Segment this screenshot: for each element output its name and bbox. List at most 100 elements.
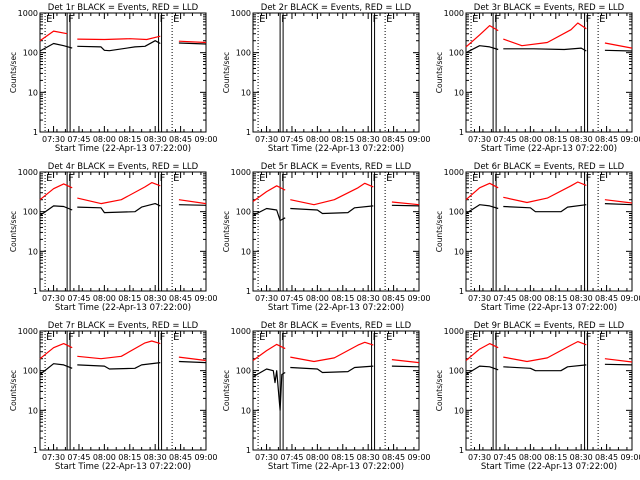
x-tick-label: 09:00 [194,294,217,303]
marker-label: E [173,332,179,343]
x-tick-label: 08:15 [331,294,354,303]
y-tick-label: 1 [246,128,251,137]
panel-title: Det 6r BLACK = Events, RED = LLD [474,162,625,172]
x-tick-label: 07:30 [42,135,65,144]
y-tick-label: 10 [454,247,464,256]
y-tick-label: 100 [236,208,251,217]
panel-title: Det 8r BLACK = Events, RED = LLD [261,321,412,331]
marker-label: F [68,173,74,184]
y-tick-label: 100 [23,208,38,217]
x-tick-label: 08:45 [382,135,405,144]
events-series-line [77,362,161,370]
lld-series-line [391,359,420,364]
y-tick-label: 1000 [444,168,464,177]
events-series-line [178,42,207,45]
events-series-line [290,365,374,374]
marker-label: E [599,173,605,184]
x-tick-label: 08:45 [169,453,192,462]
events-series-line [391,204,420,207]
lld-series-line [77,35,161,41]
x-tick-label: 08:30 [570,294,593,303]
x-tick-label: 08:00 [93,135,116,144]
lld-series-line [39,183,73,201]
events-series-line [39,363,73,375]
x-tick-label: 08:00 [306,294,329,303]
x-tick-label: 07:45 [493,135,516,144]
x-tick-label: 07:45 [280,135,303,144]
x-tick-label: 08:30 [357,135,380,144]
y-tick-label: 1000 [444,327,464,336]
y-axis-label: Counts/sec [9,370,18,411]
plot-frame [465,330,633,451]
x-tick-label: 08:30 [570,453,593,462]
marker-label: E [599,332,605,343]
x-axis-label: Start Time (22-Apr-13 07:22:00) [481,303,617,313]
x-tick-label: 08:15 [544,453,567,462]
lld-series-line [391,201,420,206]
marker-label: F [68,14,74,25]
events-series-line [503,204,587,213]
x-tick-label: 07:30 [42,453,65,462]
events-series-line [39,42,73,52]
x-tick-label: 07:30 [42,294,65,303]
y-tick-label: 100 [236,367,251,376]
plot-frame [252,171,420,292]
plot-frame [252,12,420,133]
y-axis-label: Counts/sec [222,211,231,252]
y-axis-label: Counts/sec [9,211,18,252]
lld-series-line [178,199,207,205]
x-tick-label: 09:00 [194,135,217,144]
events-series-line [252,207,286,222]
x-tick-label: 08:15 [118,294,141,303]
x-tick-label: 08:15 [331,135,354,144]
x-tick-label: 08:00 [93,294,116,303]
marker-label: E [472,332,478,343]
x-tick-label: 07:30 [468,453,491,462]
plot-frame [39,330,207,451]
marker-label: F [68,332,74,343]
x-tick-label: 08:45 [382,453,405,462]
x-tick-label: 09:00 [620,294,640,303]
plot-frame [39,12,207,133]
x-axis-label: Start Time (22-Apr-13 07:22:00) [481,144,617,154]
y-tick-label: 10 [454,88,464,97]
marker-label: E [259,173,265,184]
marker-label: F [494,14,500,25]
x-axis-label: Start Time (22-Apr-13 07:22:00) [268,462,404,472]
events-series-line [39,205,73,216]
x-tick-label: 08:30 [357,294,380,303]
x-tick-label: 07:30 [255,135,278,144]
y-tick-label: 10 [241,406,251,415]
y-tick-label: 100 [449,367,464,376]
y-tick-label: 10 [241,88,251,97]
lld-series-line [77,182,161,205]
x-tick-label: 08:45 [595,135,618,144]
marker-label: F [586,14,592,25]
y-tick-label: 1000 [18,327,38,336]
x-tick-label: 08:00 [93,453,116,462]
x-tick-label: 07:45 [67,294,90,303]
x-tick-label: 08:30 [144,135,167,144]
x-tick-label: 09:00 [407,294,430,303]
y-tick-label: 100 [449,49,464,58]
marker-label: F [160,173,166,184]
x-tick-label: 08:15 [544,294,567,303]
lld-series-line [252,343,286,361]
events-series-line [178,360,207,364]
y-tick-label: 100 [449,208,464,217]
marker-label: F [373,14,379,25]
y-tick-label: 1 [33,287,38,296]
marker-label: E [472,173,478,184]
marker-label: E [46,14,52,25]
y-tick-label: 100 [236,49,251,58]
events-series-line [604,363,633,366]
x-tick-label: 08:00 [519,294,542,303]
events-series-line [604,49,633,52]
x-tick-label: 09:00 [620,135,640,144]
